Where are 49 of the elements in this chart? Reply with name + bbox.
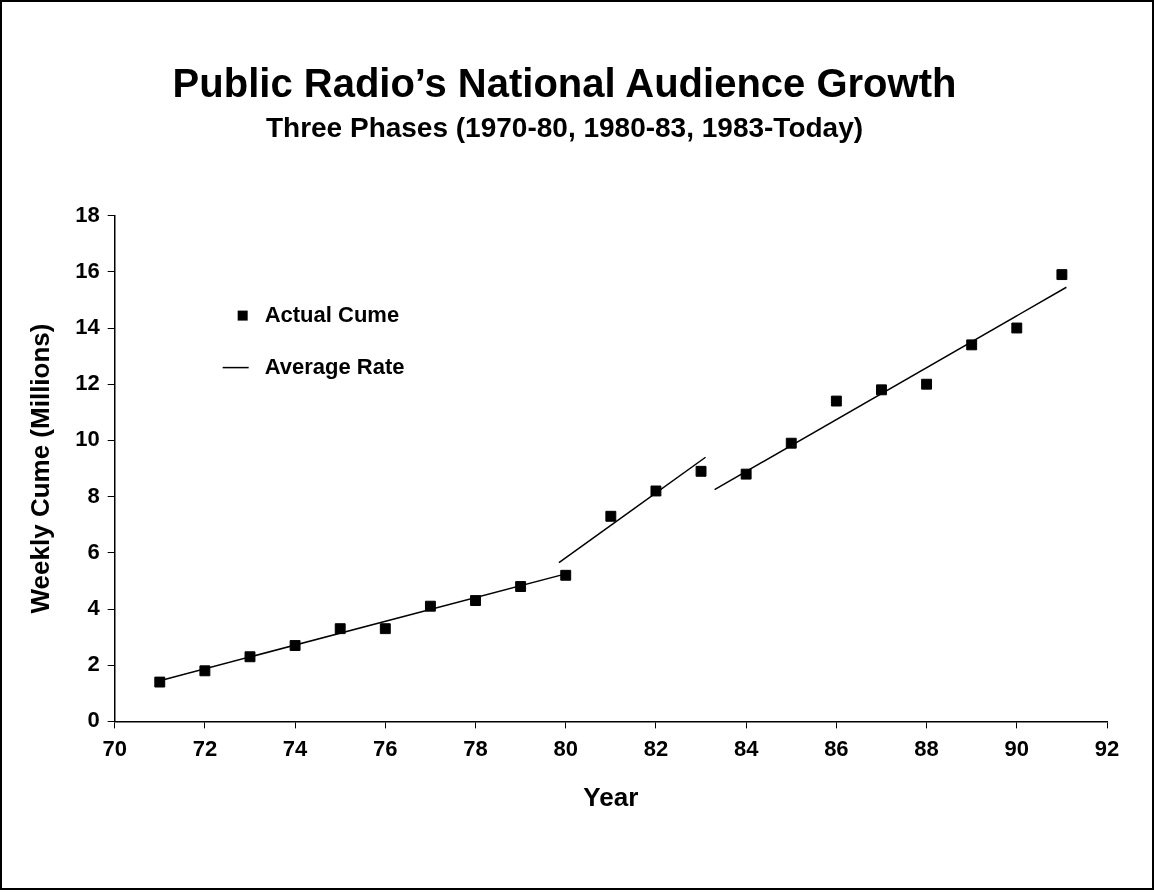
point [470, 595, 481, 607]
point [695, 465, 707, 477]
x-axis-title: Year [583, 781, 639, 812]
legend-label: Average Rate [264, 353, 405, 379]
point [785, 437, 797, 449]
point [199, 665, 211, 677]
y-tick-label: 18 [75, 201, 100, 227]
x-tick-label: 70 [102, 735, 127, 761]
point [379, 623, 391, 635]
y-tick-label: 14 [75, 314, 101, 340]
chart-subtitle: Three Phases (1970-80, 1980-83, 1983-Today) [265, 111, 864, 143]
point [966, 339, 978, 351]
point [605, 510, 617, 522]
point [650, 485, 662, 497]
chart-title: Public Radio’s National Audience Growth [172, 61, 957, 106]
x-tick-label: 88 [914, 735, 939, 761]
y-tick-label: 2 [87, 651, 100, 677]
y-tick-label: 12 [75, 370, 100, 396]
x-tick-label: 92 [1094, 735, 1120, 761]
y-axis-title: Weekly Cume (Millions) [24, 323, 55, 614]
point [244, 651, 256, 663]
point [740, 468, 752, 480]
point [830, 395, 842, 407]
y-tick-label: 0 [87, 707, 100, 733]
x-tick-label: 90 [1004, 735, 1030, 761]
point [334, 623, 346, 635]
point [1056, 269, 1068, 281]
y-tick-label: 8 [87, 482, 100, 508]
x-tick-label: 72 [192, 735, 218, 761]
x-tick-label: 82 [643, 735, 669, 761]
point [515, 581, 527, 592]
point [921, 378, 933, 390]
x-tick-label: 74 [282, 735, 309, 761]
x-tick-label: 80 [553, 735, 578, 761]
point [154, 676, 166, 688]
point [289, 640, 301, 651]
point [1011, 322, 1023, 334]
point [876, 384, 887, 396]
y-tick-label: 16 [75, 257, 100, 283]
point [424, 600, 436, 612]
x-tick-label: 84 [733, 735, 760, 761]
y-tick-label: 10 [75, 426, 100, 452]
y-tick-label: 6 [87, 538, 100, 564]
x-tick-label: 86 [824, 735, 849, 761]
x-tick-label: 78 [463, 735, 488, 761]
y-tick-label: 4 [87, 595, 101, 621]
legend-label: Actual Cume [264, 301, 400, 327]
x-tick-label: 76 [373, 735, 398, 761]
point [560, 569, 572, 581]
